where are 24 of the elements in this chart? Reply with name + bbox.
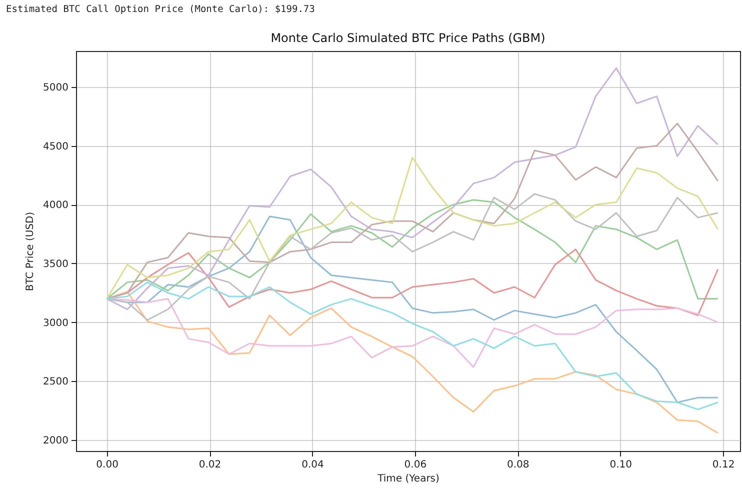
y-tick-label: 5000 — [43, 82, 68, 94]
x-tick-label: 0.04 — [302, 460, 324, 470]
line-series — [106, 67, 719, 310]
line-series — [106, 282, 719, 410]
y-axis-title: BTC Price (USD) — [25, 212, 36, 292]
y-tick-label: 4500 — [43, 141, 68, 152]
x-tick-label: 0.00 — [96, 460, 118, 470]
line-series — [106, 199, 719, 300]
y-tick-label: 2000 — [43, 436, 68, 447]
x-tick-label: 0.08 — [507, 460, 530, 470]
x-tick-label: 0.06 — [404, 460, 427, 470]
y-tick-label: 2500 — [43, 376, 68, 388]
line-series — [106, 156, 719, 300]
x-axis-title: Time (Years) — [376, 474, 440, 484]
x-tick-label: 0.02 — [198, 460, 222, 470]
line-series — [106, 122, 719, 300]
x-tick-label: 0.10 — [610, 460, 632, 470]
y-tick-label: 3000 — [43, 318, 68, 329]
x-tick-label: 0.12 — [712, 460, 735, 470]
y-tick-label: 3500 — [43, 258, 68, 270]
text: Estimated BTC Call Option Price (Monte Carlo): $199.73 — [6, 4, 315, 15]
chart-title: Monte Carlo Simulated BTC Price Paths (GBM) — [270, 31, 546, 45]
y-tick-label: 4000 — [43, 200, 68, 212]
line-series — [106, 193, 719, 321]
